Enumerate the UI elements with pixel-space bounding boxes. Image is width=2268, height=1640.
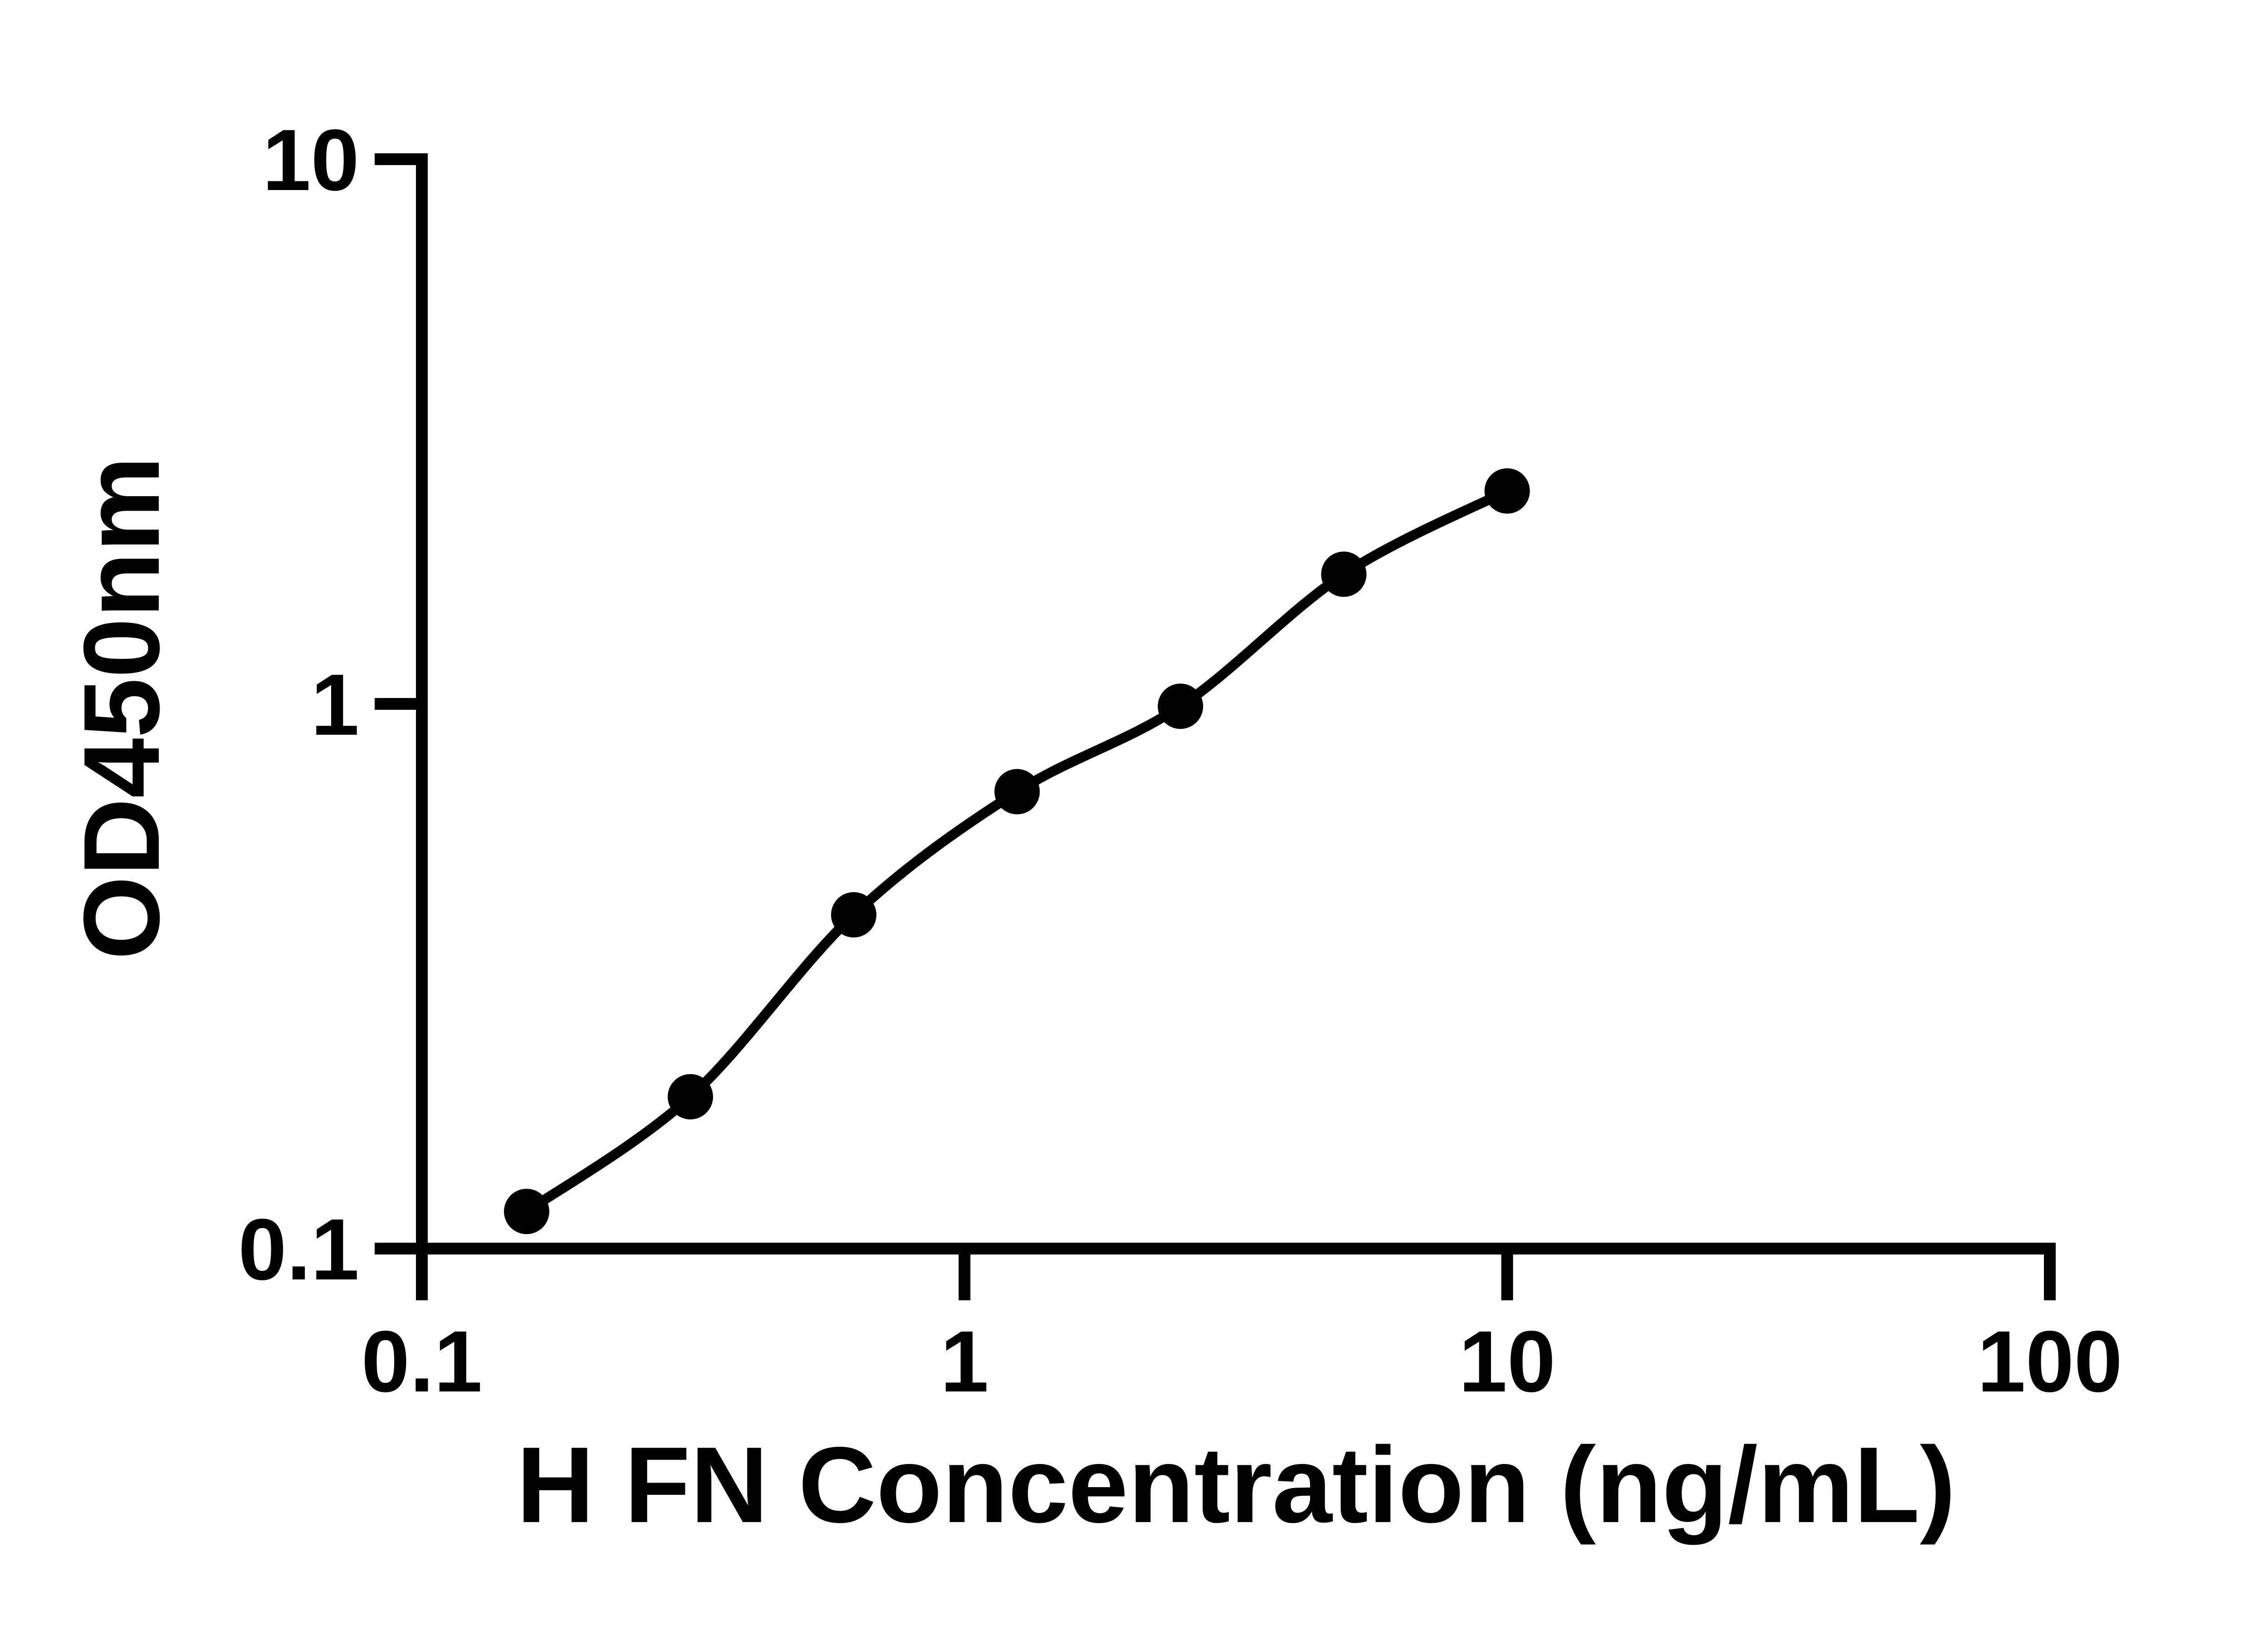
y-axis-tick-label: 0.1 — [238, 1201, 359, 1298]
data-point — [1321, 552, 1367, 597]
data-point — [831, 892, 877, 937]
x-axis-tick-label: 1 — [940, 1313, 989, 1410]
chart-canvas: 0.1 1 10 0.1 1 10 100 H FN Concentration (ng/… — [62, 111, 2123, 1545]
x-axis-tick-label: 100 — [1977, 1313, 2122, 1410]
data-points — [504, 468, 1530, 1235]
data-point — [668, 1074, 713, 1120]
axes — [416, 153, 2056, 1254]
x-axis-tick-label: 10 — [1459, 1313, 1556, 1410]
x-axis-title: H FN Concentration (ng/mL) — [516, 1425, 1955, 1545]
x-axis-tick-labels: 0.1 1 10 100 — [362, 1313, 2123, 1410]
data-point — [504, 1189, 549, 1235]
data-point — [994, 769, 1040, 815]
y-axis-ticks — [375, 153, 416, 1254]
x-axis-ticks — [416, 1243, 2056, 1300]
x-axis-tick-label: 0.1 — [362, 1313, 483, 1410]
y-axis-tick-label: 1 — [311, 656, 359, 753]
y-axis-tick-labels: 0.1 1 10 — [238, 111, 359, 1298]
standard-curve-figure: 0.1 1 10 0.1 1 10 100 H FN Concentration (ng/… — [18, 7, 2268, 1640]
data-point — [1158, 683, 1203, 729]
data-point — [1484, 468, 1530, 514]
y-axis-title: OD450nm — [62, 456, 182, 960]
y-axis-tick-label: 10 — [262, 111, 359, 209]
